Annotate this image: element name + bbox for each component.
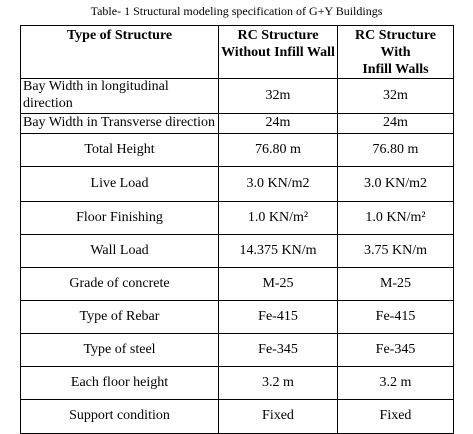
table-row: Type of steel Fe-345 Fe-345	[20, 332, 454, 367]
row-label: Bay Width in longitudinal direction	[20, 78, 219, 114]
table-row: Each floor height 3.2 m 3.2 m	[20, 365, 454, 400]
cell: Fixed	[337, 398, 454, 434]
header-cell: RC Structure Without Infill Wall	[218, 24, 338, 80]
table-row: Floor Finishing 1.0 KN/m² 1.0 KN/m²	[20, 200, 454, 235]
cell: 1.0 KN/m²	[337, 200, 454, 235]
cell: M-25	[218, 266, 338, 301]
row-label: Type of Rebar	[20, 299, 219, 334]
table-row: Support condition Fixed Fixed	[20, 398, 454, 434]
cell: 3.0 KN/m2	[337, 165, 454, 202]
cell: Fe-415	[218, 299, 338, 334]
row-label: Grade of concrete	[20, 266, 219, 301]
row-label: Each floor height	[20, 365, 219, 400]
cell: 24m	[337, 112, 454, 134]
cell: 24m	[218, 112, 338, 134]
cell: 32m	[218, 78, 338, 114]
cell: 3.2 m	[218, 365, 338, 400]
table-row: Wall Load 14.375 KN/m 3.75 KN/m	[20, 233, 454, 268]
header-cell: Type of Structure	[20, 24, 219, 80]
cell: 1.0 KN/m²	[218, 200, 338, 235]
row-label: Total Height	[20, 132, 219, 167]
table-row: Live Load 3.0 KN/m2 3.0 KN/m2	[20, 165, 454, 202]
cell: 76.80 m	[337, 132, 454, 167]
table-row: Type of Rebar Fe-415 Fe-415	[20, 299, 454, 334]
header-cell: RC Structure With Infill Walls	[337, 24, 454, 80]
table-row: Bay Width in longitudinal direction 32m 32…	[20, 78, 454, 114]
cell: 3.0 KN/m2	[218, 165, 338, 202]
cell: Fe-415	[337, 299, 454, 334]
cell: 3.2 m	[337, 365, 454, 400]
row-label: Support condition	[20, 398, 219, 434]
cell: 76.80 m	[218, 132, 338, 167]
table-row: Total Height 76.80 m 76.80 m	[20, 132, 454, 167]
table-row: Grade of concrete M-25 M-25	[20, 266, 454, 301]
cell: 3.75 KN/m	[337, 233, 454, 268]
cell: Fe-345	[337, 332, 454, 367]
row-label: Wall Load	[20, 233, 219, 268]
row-label: Floor Finishing	[20, 200, 219, 235]
cell: Fixed	[218, 398, 338, 434]
caption: Table- 1 Structural modeling specificati…	[90, 4, 383, 18]
cell: M-25	[337, 266, 454, 301]
cell: Fe-345	[218, 332, 338, 367]
table-row: Bay Width in Transverse direction 24m 24m	[20, 112, 454, 134]
cell: 14.375 KN/m	[218, 233, 338, 268]
row-label: Live Load	[20, 165, 219, 202]
header-row: Type of Structure RC Structure Without In…	[20, 24, 454, 80]
cell: 32m	[337, 78, 454, 114]
row-label: Bay Width in Transverse direction	[20, 112, 219, 134]
spec-table: Type of Structure RC Structure Without In…	[20, 24, 454, 434]
row-label: Type of steel	[20, 332, 219, 367]
